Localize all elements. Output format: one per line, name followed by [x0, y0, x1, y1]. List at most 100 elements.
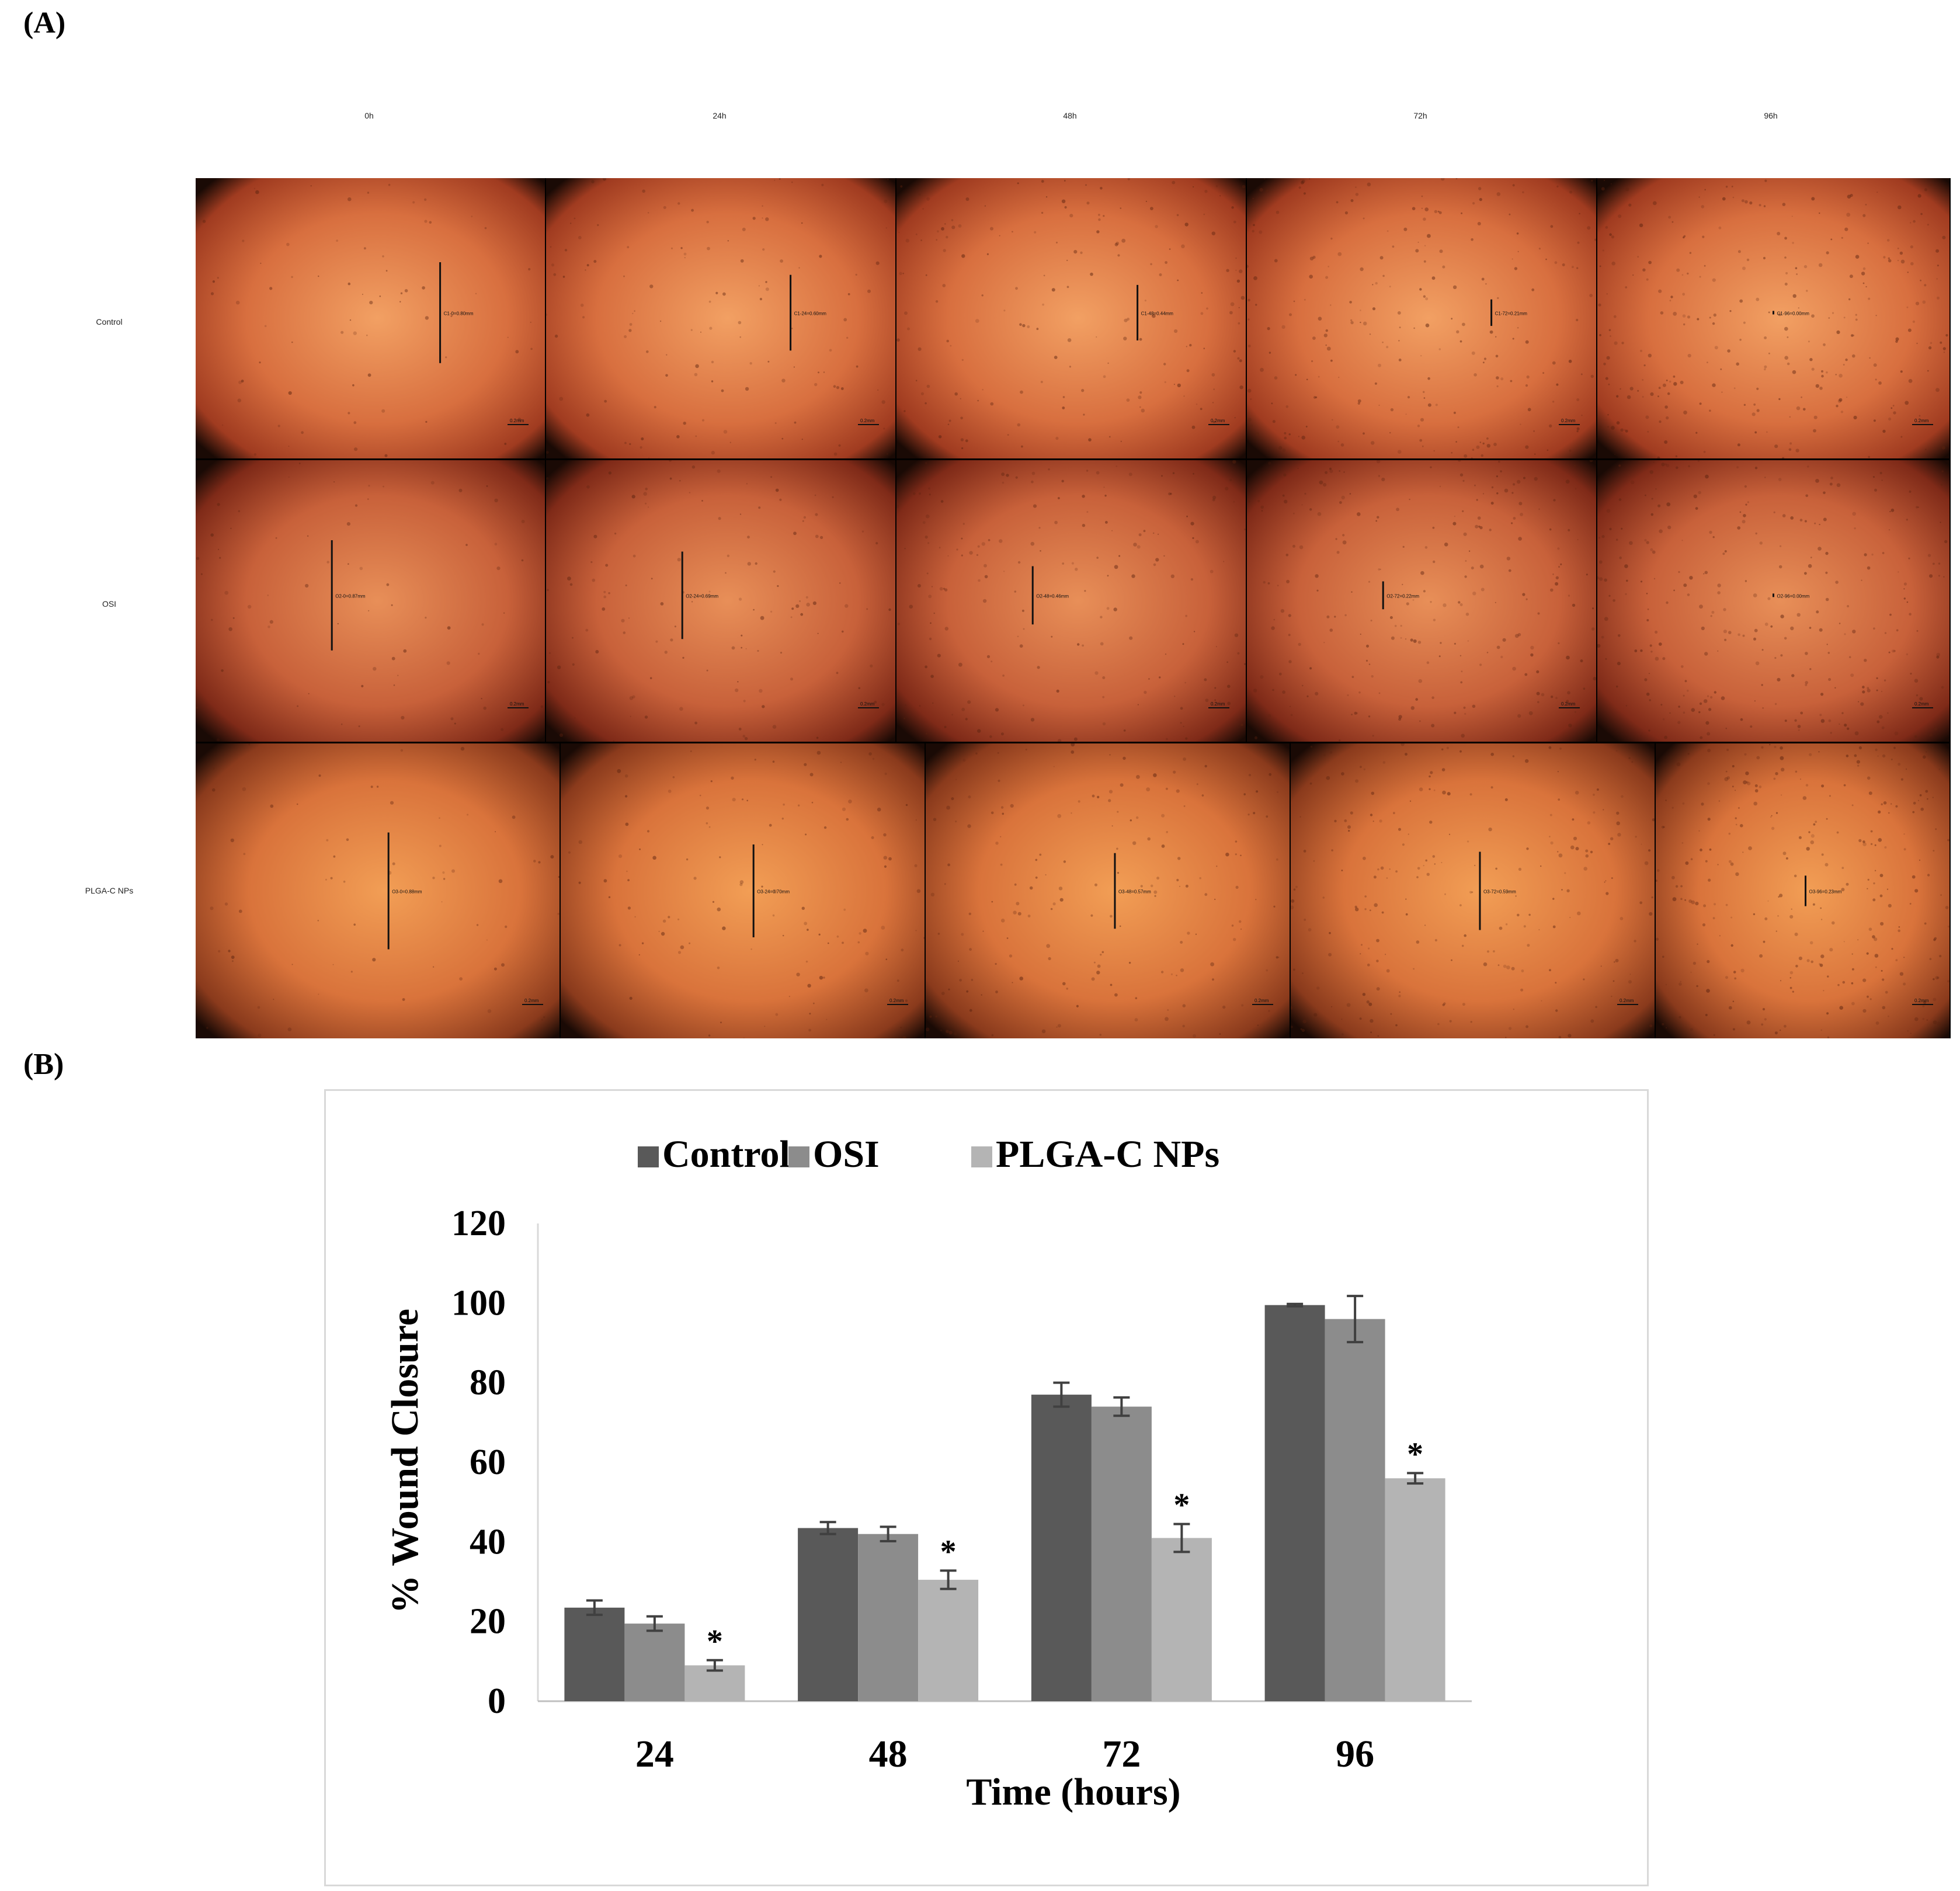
bar	[1385, 1478, 1445, 1701]
micrograph-cell: O2-24=0.69mm 0.2mm	[546, 460, 895, 742]
micrograph-cell: C1-24=0.60mm 0.2mm	[546, 178, 895, 458]
micrograph-row: O3-0=0.88mm 0.2mm O3-24=0.70mm 0.2mm O3-48=0…	[196, 743, 1951, 1038]
legend-item: OSI	[788, 1133, 880, 1176]
legend-label: OSI	[813, 1133, 880, 1176]
micrograph-image: O2-96=0.00mm 0.2mm	[1597, 460, 1949, 742]
scale-bar-label: 0.2mm	[889, 998, 904, 1003]
micrograph-image: O3-0=0.88mm 0.2mm	[196, 743, 559, 1038]
column-label-96h: 96h	[1764, 111, 1778, 120]
micrograph-image: O3-72=0.59mm 0.2mm	[1291, 743, 1655, 1038]
chart-svg: 0 20 40 60 80 100 120 * 24 * 48 * 72 * 96 Time (hours)%…	[384, 1133, 1472, 1813]
bar	[624, 1624, 685, 1701]
micrograph-cell: O2-96=0.00mm 0.2mm	[1597, 460, 1949, 742]
column-label-24h: 24h	[713, 111, 727, 120]
error-bar	[819, 1521, 836, 1535]
column-label-48h: 48h	[1063, 111, 1077, 120]
legend-label: PLGA-C NPs	[996, 1133, 1219, 1176]
y-tick-label: 20	[470, 1602, 506, 1642]
row-label-control: Control	[96, 317, 123, 326]
column-label-0h: 0h	[364, 111, 374, 120]
wound-gap-measurement: O2-96=0.00mm	[1777, 593, 1810, 599]
legend-swatch	[638, 1146, 659, 1167]
panel-a-label: (A)	[23, 6, 66, 40]
column-label-72h: 72h	[1413, 111, 1427, 120]
micrograph-grid: C1-0=0.80mm 0.2mm C1-24=0.60mm 0.2mm C1-48=0…	[196, 178, 1951, 1038]
bar	[1151, 1538, 1212, 1701]
bar	[798, 1528, 859, 1701]
wound-gap-measurement: O3-48=0.57mm	[1118, 889, 1151, 895]
micrograph-cell: O3-48=0.57mm 0.2mm	[926, 743, 1290, 1038]
scale-bar-label: 0.2mm	[1620, 998, 1634, 1003]
y-tick-label: 0	[488, 1681, 506, 1721]
y-tick-label: 80	[470, 1363, 506, 1403]
wound-gap-measurement: O2-0=0.87mm	[335, 593, 366, 599]
error-bar	[1407, 1472, 1424, 1485]
micrograph-image: C1-96=0.00mm 0.2mm	[1597, 178, 1949, 458]
significance-marker: *	[707, 1624, 723, 1660]
scale-bar-label: 0.2mm	[860, 701, 875, 707]
bar	[1091, 1406, 1152, 1701]
micrograph-image: O3-24=0.70mm 0.2mm	[561, 743, 925, 1038]
scale-bar-label: 0.2mm	[1211, 701, 1225, 707]
wound-gap-measurement: C1-24=0.60mm	[794, 311, 827, 316]
micrograph-image: O2-72=0.22mm 0.2mm	[1247, 460, 1596, 742]
error-bar	[1287, 1302, 1304, 1308]
y-tick-label: 60	[470, 1442, 506, 1482]
x-tick-label: 72	[1102, 1733, 1141, 1775]
micrograph-cell: C1-96=0.00mm 0.2mm	[1597, 178, 1949, 458]
scale-bar-label: 0.2mm	[510, 701, 524, 707]
y-tick-label: 40	[470, 1522, 506, 1562]
micrograph-cell: O2-0=0.87mm 0.2mm	[196, 460, 545, 742]
wound-gap-measurement: C1-0=0.80mm	[444, 311, 474, 316]
legend-swatch	[971, 1146, 992, 1167]
scale-bar-label: 0.2mm	[524, 998, 539, 1003]
wound-gap-measurement: O3-96=0.23mm	[1809, 889, 1842, 895]
micrograph-image: O3-48=0.57mm 0.2mm	[926, 743, 1290, 1038]
row-label-osi: OSI	[102, 599, 117, 609]
bar	[1031, 1395, 1092, 1701]
micrograph-cell: C1-0=0.80mm 0.2mm	[196, 178, 545, 458]
error-bar	[706, 1659, 723, 1672]
micrograph-image: C1-48=0.44mm 0.2mm	[896, 178, 1246, 458]
y-tick-label: 100	[451, 1283, 506, 1323]
y-tick-label: 120	[451, 1204, 506, 1243]
micrograph-cell: O3-72=0.59mm 0.2mm	[1291, 743, 1655, 1038]
scale-bar-label: 0.2mm	[1211, 418, 1225, 423]
wound-closure-chart: 0 20 40 60 80 100 120 * 24 * 48 * 72 * 96 Time (hours)%…	[324, 1089, 1649, 1886]
micrograph-row: C1-0=0.80mm 0.2mm C1-24=0.60mm 0.2mm C1-48=0…	[196, 178, 1951, 458]
micrograph-image: O2-24=0.69mm 0.2mm	[546, 460, 895, 742]
legend-item: PLGA-C NPs	[971, 1133, 1219, 1176]
x-axis-title: Time (hours)	[966, 1771, 1180, 1813]
scale-bar-label: 0.2mm	[1914, 418, 1929, 423]
wound-gap-measurement: O3-24=0.70mm	[757, 889, 790, 895]
bar	[1325, 1319, 1385, 1701]
bar	[918, 1580, 979, 1701]
scale-bar-label: 0.2mm	[1561, 418, 1576, 423]
scale-bar-label: 0.2mm	[1561, 701, 1576, 707]
error-bar	[880, 1525, 896, 1542]
scale-bar-label: 0.2mm	[860, 418, 875, 423]
error-bar	[1347, 1295, 1364, 1344]
micrograph-row: O2-0=0.87mm 0.2mm O2-24=0.69mm 0.2mm O2-48=0…	[196, 460, 1951, 742]
micrograph-image: O2-0=0.87mm 0.2mm	[196, 460, 545, 742]
x-tick-label: 24	[635, 1733, 674, 1775]
error-bar	[1113, 1396, 1130, 1417]
x-tick-label: 48	[869, 1733, 908, 1775]
scale-bar-label: 0.2mm	[1254, 998, 1269, 1003]
bar	[858, 1534, 919, 1701]
x-tick-label: 96	[1336, 1733, 1374, 1775]
error-bar	[1173, 1522, 1190, 1553]
error-bar	[940, 1569, 957, 1590]
error-bar	[1053, 1381, 1070, 1408]
micrograph-image: C1-0=0.80mm 0.2mm	[196, 178, 545, 458]
y-axis-title: % Wound Closure	[384, 1309, 426, 1614]
bar	[1264, 1305, 1325, 1701]
micrograph-image: O2-48=0.46mm 0.2mm	[896, 460, 1246, 742]
micrograph-cell: O2-48=0.46mm 0.2mm	[896, 460, 1246, 742]
legend-swatch	[788, 1146, 809, 1167]
wound-gap-measurement: O2-24=0.69mm	[686, 593, 718, 599]
micrograph-cell: O3-0=0.88mm 0.2mm	[196, 743, 559, 1038]
error-bar	[586, 1599, 603, 1617]
wound-gap-measurement: C1-96=0.00mm	[1777, 311, 1810, 316]
wound-gap-measurement: O2-48=0.46mm	[1036, 593, 1069, 599]
